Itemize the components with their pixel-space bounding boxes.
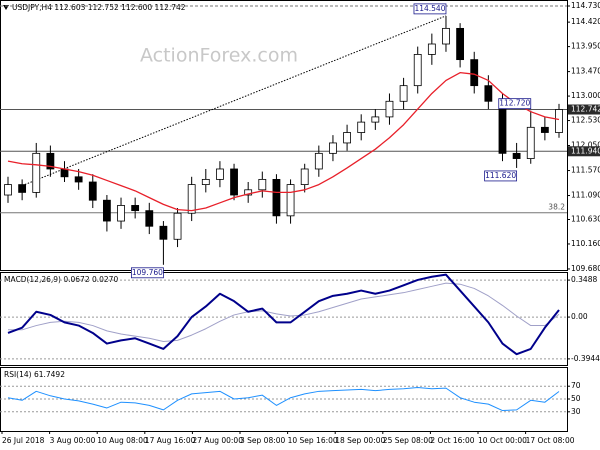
- rsi-label: RSI(14) 61.7492: [4, 370, 65, 379]
- candle-body: [314, 152, 323, 170]
- callout-label: 109.760: [132, 268, 163, 277]
- main-panel: [0, 0, 568, 271]
- macd-panel: [0, 272, 568, 366]
- macd-label: MACD(12,26,9) 0.0672 0.0270: [4, 275, 118, 284]
- x-tick-label: 26 Jul 2018: [2, 436, 45, 445]
- y-tick-label: -0.3944: [571, 354, 600, 363]
- y-tick-label: 109.680: [571, 264, 600, 273]
- y-tick-label: 114.730: [571, 1, 600, 10]
- candle-body: [427, 43, 436, 55]
- candle-body: [456, 27, 465, 61]
- y-tick-label: 113.470: [571, 67, 600, 76]
- y-tick-label: 111.570: [571, 166, 600, 175]
- y-tick-label: 110.630: [571, 214, 600, 223]
- candle-body: [46, 152, 55, 170]
- candle-body: [540, 126, 549, 133]
- candle-body: [230, 168, 238, 196]
- price-label: 111.940: [571, 146, 600, 155]
- candle-body: [343, 132, 351, 144]
- y-tick-label: 113.950: [571, 42, 600, 51]
- candle-body: [258, 178, 267, 191]
- y-tick-label: 0.00: [571, 312, 588, 321]
- callout-box: [498, 98, 532, 110]
- price-label: 112.742: [571, 105, 600, 114]
- candle-body: [300, 168, 309, 185]
- candle-body: [244, 189, 253, 196]
- y-tick-label: 112.530: [571, 116, 600, 125]
- candle-body: [286, 184, 295, 217]
- y-tick-label: 114.420: [571, 17, 600, 26]
- callout-box: [413, 3, 447, 15]
- candle-body: [173, 212, 182, 240]
- y-tick-label: 110.160: [571, 239, 600, 248]
- signal-line: [8, 282, 560, 342]
- candle-body: [32, 152, 41, 193]
- x-tick-label: 18 Sep 00:00: [335, 436, 385, 445]
- candle-body: [216, 168, 224, 180]
- candle-body: [102, 199, 111, 222]
- y-tick-label: 70: [571, 381, 581, 390]
- candle-body: [4, 184, 12, 196]
- callout-label: 112.720: [499, 99, 530, 108]
- callout-label: 114.540: [414, 4, 445, 13]
- candle-body: [442, 27, 450, 45]
- x-tick-label: 17 Oct 08:00: [526, 436, 575, 445]
- y-tick-label: 112.050: [571, 141, 600, 150]
- candle-body: [484, 85, 493, 102]
- callout-label: 111.620: [485, 171, 516, 180]
- x-tick-label: 25 Sep 08:00: [383, 436, 433, 445]
- x-tick-label: 10 Oct 00:00: [478, 436, 527, 445]
- candle-body: [159, 225, 168, 240]
- price-box: [568, 146, 600, 157]
- x-tick-label: 17 Aug 16:00: [145, 436, 196, 445]
- callout-box: [484, 170, 518, 182]
- moving-average: [7, 71, 560, 212]
- candle-body: [329, 142, 337, 154]
- x-tick-label: 10 Sep 16:00: [288, 436, 338, 445]
- candle-body: [201, 178, 210, 185]
- y-tick-label: 113.000: [571, 91, 600, 100]
- header: USDJPY,H4 112.603 112.752 112.600 112.74…: [12, 3, 186, 12]
- x-tick-label: 27 Aug 00:00: [192, 436, 243, 445]
- x-tick-label: 2 Oct 16:00: [430, 436, 474, 445]
- price-box: [568, 104, 600, 115]
- x-tick-label: 3 Aug 00:00: [50, 436, 96, 445]
- candle-body: [385, 100, 394, 118]
- candle-body: [117, 205, 125, 222]
- candle-body: [60, 168, 69, 178]
- fib-label: 38.2: [548, 203, 565, 212]
- x-tick-label: 10 Aug 08:00: [97, 436, 148, 445]
- candle-body: [413, 54, 422, 87]
- y-tick-label: 50: [571, 394, 581, 403]
- candle-body: [272, 178, 281, 217]
- candle-body: [498, 100, 507, 154]
- x-tick-label: 3 Sep 08:00: [240, 436, 286, 445]
- macd-line: [7, 273, 560, 356]
- candle-body: [145, 210, 154, 227]
- y-tick-label: 0.3488: [571, 275, 597, 284]
- candle-body: [470, 59, 479, 87]
- candle-body: [371, 116, 380, 123]
- candle-body: [555, 109, 563, 133]
- candle-body: [512, 152, 521, 159]
- candle-body: [357, 121, 366, 133]
- y-tick-label: 30: [571, 407, 581, 416]
- watermark: ActionForex.com: [140, 45, 298, 67]
- candle-body: [526, 126, 535, 159]
- y-tick-label: 111.090: [571, 191, 600, 200]
- rsi-line: [7, 386, 560, 412]
- candle-body: [399, 85, 408, 102]
- callout-box: [131, 267, 164, 279]
- candle-body: [187, 184, 196, 214]
- trendline: [21, 15, 447, 187]
- candle-body: [18, 184, 27, 193]
- candle-body: [131, 205, 140, 212]
- candle-body: [74, 176, 83, 183]
- candle-body: [88, 181, 97, 201]
